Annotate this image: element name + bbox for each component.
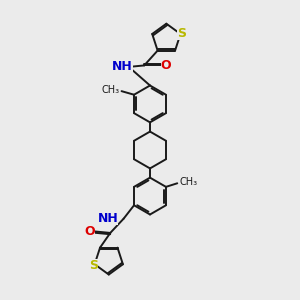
Text: S: S (178, 27, 187, 40)
Text: CH₃: CH₃ (101, 85, 119, 95)
Text: CH₃: CH₃ (180, 177, 198, 187)
Text: NH: NH (112, 60, 133, 74)
Text: O: O (160, 59, 171, 72)
Text: NH: NH (98, 212, 118, 225)
Text: O: O (84, 225, 95, 238)
Text: S: S (89, 259, 98, 272)
